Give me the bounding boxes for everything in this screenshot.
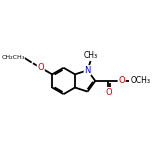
Text: O: O <box>105 88 112 97</box>
Text: OCH₃: OCH₃ <box>131 76 151 85</box>
Text: O: O <box>118 76 125 85</box>
Text: N: N <box>84 66 91 75</box>
Text: O: O <box>37 63 44 72</box>
Text: CH₂CH₃: CH₂CH₃ <box>1 55 24 60</box>
Text: CH₃: CH₃ <box>84 51 98 60</box>
